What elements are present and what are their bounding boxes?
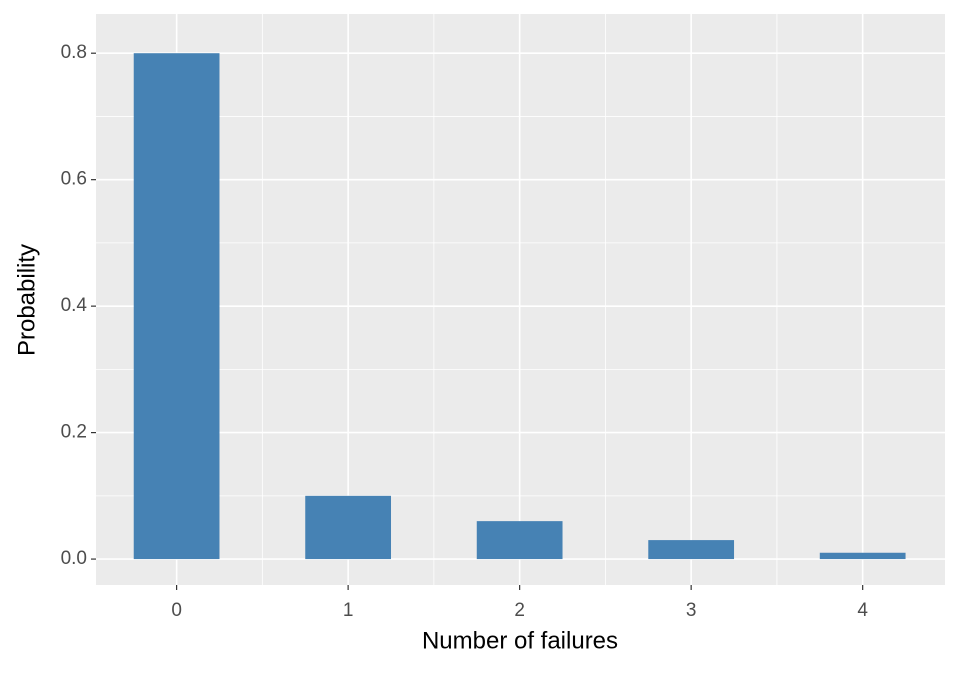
y-axis-title: Probability [13, 244, 40, 356]
y-tick-label: 0.6 [61, 169, 87, 190]
bar [648, 540, 735, 560]
y-tick-label: 0.4 [61, 295, 88, 316]
y-tick-label: 0.0 [61, 548, 87, 569]
bar [305, 495, 392, 560]
y-tick-label: 0.2 [61, 422, 87, 443]
x-axis-title: Number of failures [422, 627, 618, 654]
bar [819, 552, 906, 560]
x-tick-label: 4 [857, 600, 868, 621]
bar [133, 53, 220, 560]
y-tick-label: 0.8 [61, 42, 87, 63]
x-tick-label: 3 [686, 600, 697, 621]
x-tick-label: 0 [171, 600, 182, 621]
x-tick-label: 2 [514, 600, 525, 621]
panel [96, 14, 945, 585]
bar [476, 521, 563, 560]
x-tick-label: 1 [343, 600, 354, 621]
